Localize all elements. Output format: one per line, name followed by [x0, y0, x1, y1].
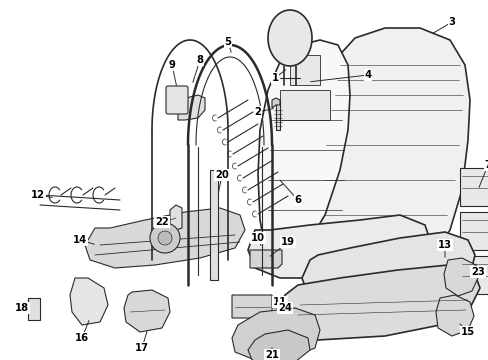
- Text: 7: 7: [484, 160, 488, 170]
- Text: 18: 18: [15, 303, 29, 313]
- Polygon shape: [249, 250, 282, 268]
- Text: 20: 20: [215, 170, 228, 180]
- Text: 17: 17: [135, 343, 149, 353]
- Text: 9: 9: [168, 60, 175, 70]
- Circle shape: [158, 231, 172, 245]
- Polygon shape: [459, 168, 488, 206]
- Polygon shape: [459, 256, 488, 294]
- Polygon shape: [170, 205, 182, 230]
- Bar: [28, 298, 40, 320]
- Polygon shape: [435, 295, 473, 336]
- Polygon shape: [443, 258, 477, 296]
- Text: 16: 16: [75, 333, 89, 343]
- Text: 12: 12: [31, 190, 45, 200]
- Polygon shape: [231, 295, 271, 318]
- Polygon shape: [178, 95, 204, 120]
- Text: 3: 3: [447, 17, 454, 27]
- Text: 19: 19: [281, 237, 294, 247]
- Polygon shape: [278, 265, 479, 340]
- Text: 21: 21: [264, 350, 279, 360]
- Polygon shape: [258, 40, 349, 272]
- Polygon shape: [315, 28, 469, 280]
- Polygon shape: [267, 10, 311, 66]
- Polygon shape: [231, 308, 319, 360]
- Polygon shape: [247, 330, 309, 360]
- Text: 11: 11: [272, 297, 286, 307]
- Polygon shape: [247, 215, 429, 278]
- Text: 14: 14: [73, 235, 87, 245]
- Polygon shape: [209, 170, 218, 280]
- Polygon shape: [459, 212, 488, 250]
- Text: 13: 13: [437, 240, 451, 250]
- Circle shape: [150, 223, 180, 253]
- Text: 6: 6: [294, 195, 301, 205]
- Polygon shape: [124, 290, 170, 332]
- Text: 10: 10: [250, 233, 264, 243]
- Text: 5: 5: [224, 37, 231, 47]
- Text: 22: 22: [155, 217, 168, 227]
- Text: 15: 15: [460, 327, 474, 337]
- FancyBboxPatch shape: [165, 86, 187, 114]
- Polygon shape: [271, 98, 280, 108]
- Polygon shape: [85, 208, 244, 268]
- Polygon shape: [280, 90, 329, 120]
- Polygon shape: [289, 55, 319, 85]
- Text: 24: 24: [278, 303, 291, 313]
- Polygon shape: [275, 100, 280, 130]
- Text: 23: 23: [470, 267, 484, 277]
- Text: 4: 4: [364, 70, 371, 80]
- Text: 2: 2: [254, 107, 261, 117]
- Polygon shape: [302, 232, 474, 305]
- Text: 1: 1: [271, 73, 278, 83]
- Polygon shape: [70, 278, 108, 325]
- Text: 8: 8: [196, 55, 203, 65]
